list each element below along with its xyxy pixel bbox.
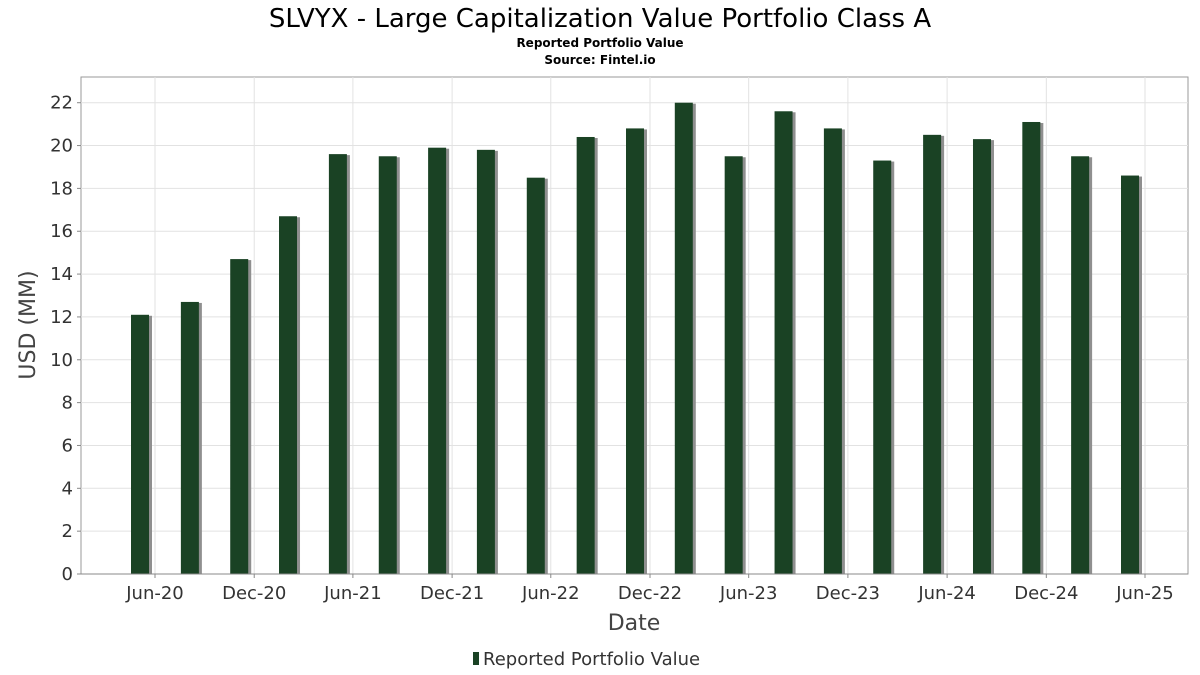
bar <box>230 259 249 574</box>
y-tick-label: 16 <box>50 221 73 242</box>
x-tick-label: Jun-21 <box>323 583 382 604</box>
x-tick-label: Jun-23 <box>719 583 778 604</box>
bar <box>923 134 942 574</box>
bar <box>873 160 892 574</box>
x-tick-label: Jun-20 <box>125 583 184 604</box>
bar <box>1022 121 1041 575</box>
x-axis-title: Date <box>608 611 661 636</box>
y-tick-label: 4 <box>62 478 73 499</box>
bar-series <box>131 102 1142 575</box>
bar <box>328 154 347 574</box>
y-tick-label: 20 <box>50 136 73 157</box>
legend-label: Reported Portfolio Value <box>483 649 700 670</box>
y-tick-label: 14 <box>50 264 73 285</box>
vertical-gridlines <box>154 77 1146 574</box>
bar <box>674 102 693 574</box>
x-tick-label: Jun-25 <box>1115 583 1174 604</box>
bar <box>279 216 298 574</box>
bar <box>972 139 991 574</box>
bar <box>180 301 199 574</box>
y-tick-label: 0 <box>62 564 73 585</box>
y-axis-title: USD (MM) <box>16 270 41 379</box>
y-tick-label: 12 <box>50 307 73 328</box>
x-tick-label: Dec-21 <box>420 583 484 604</box>
chart-subtitle: Reported Portfolio Value <box>516 36 683 50</box>
x-axis-ticks: Jun-20 Dec-20 Jun-21 Dec-21 Jun-22 Dec-22 Jun-… <box>81 573 1188 604</box>
bar <box>724 156 743 574</box>
bar <box>428 147 447 574</box>
bar <box>378 156 397 574</box>
y-tick-label: 22 <box>50 93 73 114</box>
x-tick-label: Dec-24 <box>1014 583 1078 604</box>
chart-title: SLVYX - Large Capitalization Value Portf… <box>269 4 932 34</box>
y-axis-ticks: 0 2 4 6 8 10 12 14 16 18 20 22 <box>50 93 81 585</box>
bar <box>526 177 545 574</box>
x-tick-label: Dec-23 <box>816 583 880 604</box>
bar <box>1121 175 1139 575</box>
x-tick-label: Jun-24 <box>917 583 976 604</box>
bar <box>131 314 149 574</box>
y-tick-label: 18 <box>50 178 73 199</box>
bar <box>576 136 595 574</box>
chart-source: Source: Fintel.io <box>544 53 655 67</box>
x-tick-label: Dec-20 <box>222 583 286 604</box>
y-tick-label: 2 <box>62 521 73 542</box>
y-tick-label: 10 <box>50 350 73 371</box>
bar <box>774 111 793 574</box>
y-tick-label: 6 <box>62 435 73 456</box>
legend-swatch <box>473 652 479 665</box>
x-tick-label: Dec-22 <box>618 583 682 604</box>
bar <box>626 128 644 574</box>
bar <box>823 128 842 574</box>
y-tick-label: 8 <box>62 393 73 414</box>
bar <box>476 149 495 574</box>
x-tick-label: Jun-22 <box>521 583 580 604</box>
bar <box>1071 156 1090 574</box>
